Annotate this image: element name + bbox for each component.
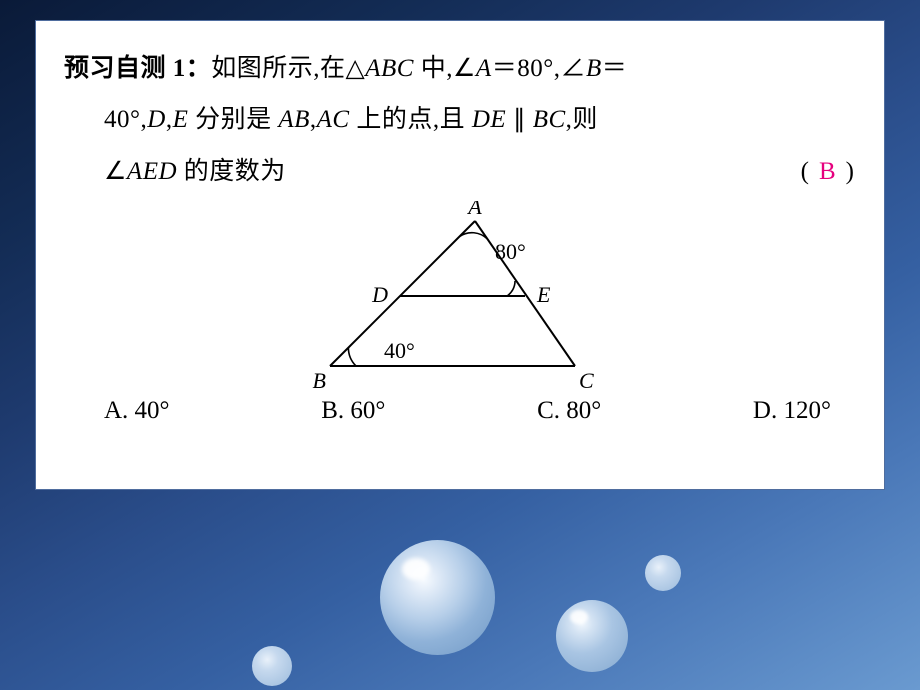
svg-text:C: C (579, 368, 594, 391)
problem-line-1: 预习自测 1：如图所示,在△ABC 中,∠A＝80°,∠B＝ (64, 43, 856, 94)
svg-text:80°: 80° (495, 239, 526, 264)
choice-b: B. 60° (321, 397, 385, 425)
answer-bracket: (B) (801, 146, 856, 197)
problem-line-2: 40°,D,E 分别是 AB,AC 上的点,且 DE ∥ BC,则 (64, 94, 856, 145)
bubble-small-1 (252, 646, 292, 686)
svg-text:E: E (536, 282, 551, 307)
answer-value: B (811, 158, 846, 185)
problem-text: 预习自测 1：如图所示,在△ABC 中,∠A＝80°,∠B＝ 40°,D,E 分… (64, 43, 856, 197)
svg-text:A: A (466, 201, 482, 219)
bubble-medium (556, 600, 628, 672)
svg-text:D: D (371, 282, 388, 307)
choice-a: A. 40° (104, 397, 170, 425)
choice-row: A. 40° B. 60° C. 80° D. 120° (64, 397, 856, 425)
question-stem: ∠AED 的度数为 (104, 146, 286, 197)
svg-text:40°: 40° (384, 338, 415, 363)
bubble-small-2 (645, 555, 681, 591)
question-panel: 预习自测 1：如图所示,在△ABC 中,∠A＝80°,∠B＝ 40°,D,E 分… (35, 20, 885, 490)
problem-line-3: ∠AED 的度数为 (B) (64, 146, 856, 197)
choice-d: D. 120° (753, 397, 831, 425)
bubble-large (380, 540, 495, 655)
svg-text:B: B (313, 368, 326, 391)
problem-heading: 预习自测 1： (64, 55, 211, 82)
choice-c: C. 80° (537, 397, 601, 425)
triangle-figure: A B C D E 80° 40° (290, 201, 630, 391)
